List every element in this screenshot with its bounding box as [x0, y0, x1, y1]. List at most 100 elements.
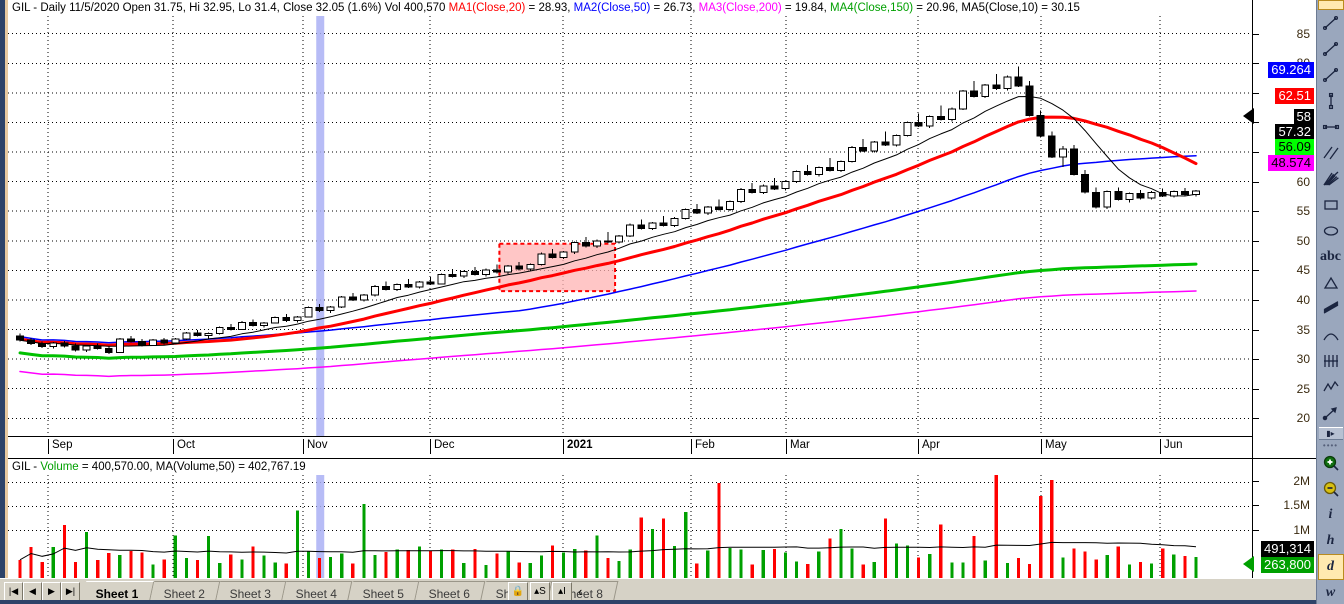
price-axis-tickmark: [1253, 299, 1259, 301]
next-sheet-button-icon: ▶: [48, 586, 55, 596]
parallel-channel-tool[interactable]: [1318, 140, 1344, 166]
ray-tool[interactable]: [1318, 36, 1344, 62]
price-axis-tick-85: 85: [1296, 26, 1310, 41]
price-axis-tick-30: 30: [1296, 352, 1310, 367]
zigzag-tool[interactable]: [1318, 374, 1344, 400]
window-left-border-accent: [5, 0, 8, 578]
sort-interval-button[interactable]: ▴I: [552, 582, 572, 601]
sheet-end-buttons[interactable]: 🔒 ▴S ▴I ‹: [508, 582, 582, 601]
sheet-nav-buttons[interactable]: |◀ ◀ ▶ ▶|: [4, 582, 80, 601]
price-tag-magenta[interactable]: 48.574: [1268, 155, 1314, 171]
ma2-label: MA2(Close,50): [573, 2, 651, 14]
sheet-tab-label: Sheet 6: [428, 586, 471, 601]
price-axis-tickmark: [1253, 329, 1259, 331]
volume-axis-tickmark: [1253, 505, 1259, 507]
toolbar-expand-drawing-group[interactable]: ▮▸: [1318, 427, 1343, 440]
zoom-out-button[interactable]: [1318, 476, 1344, 502]
scale-divider: [1253, 458, 1317, 459]
sheet-tab-label: Sheet 5: [362, 586, 404, 601]
extended-line-tool[interactable]: [1318, 62, 1344, 88]
weekly-interval-button[interactable]: w: [1318, 580, 1344, 604]
price-axis-tickmark: [1253, 418, 1259, 420]
zigzag-tool-glyph: [1322, 380, 1339, 392]
price-tag-blue[interactable]: 69.264: [1268, 62, 1314, 78]
last-volume-pointer-icon: [1243, 556, 1254, 572]
ma3-label: MA3(Close,200): [698, 2, 782, 14]
sheet-overflow-chevron-icon[interactable]: ‹: [578, 584, 583, 599]
toolbar-grip-interval-group[interactable]: ••••: [1322, 440, 1339, 450]
price-axis-tickmark: [1253, 63, 1259, 65]
price-chart-pane[interactable]: GIL - Daily 11/5/2020 Open 31.75, Hi 32.…: [8, 0, 1252, 456]
price-axis-tickmark: [1253, 388, 1259, 390]
price-tag-green[interactable]: 56.09: [1275, 139, 1314, 155]
sort-symbol-button[interactable]: ▴S: [530, 582, 550, 601]
x-axis-label-oct: Oct: [173, 439, 195, 454]
volume-axis-tick-1.5M: 1.5M: [1283, 498, 1310, 513]
pointer-tool[interactable]: [1318, 400, 1344, 426]
ma2-value: = 26.73,: [650, 2, 699, 14]
zoom-in-button[interactable]: [1318, 450, 1344, 476]
intraday-interval-button[interactable]: i: [1318, 502, 1344, 528]
drawing-toolbar[interactable]: abc▮▸••••ihdwm▮▸••••☰: [1316, 0, 1344, 604]
trendline-tool[interactable]: [1318, 10, 1344, 36]
quote-summary-text: GIL - Daily 11/5/2020 Open 31.75, Hi 32.…: [12, 2, 449, 14]
price-axis-tick-50: 50: [1296, 233, 1310, 248]
x-axis: Sep Oct Nov Dec 2021 Feb Mar Apr May Jun: [8, 436, 1252, 456]
ma3-value: = 19.84,: [781, 2, 830, 14]
vertical-line-tool-glyph: [1328, 92, 1333, 110]
triangle-tool[interactable]: [1318, 270, 1344, 296]
text-tool[interactable]: abc: [1318, 244, 1344, 270]
price-tag-black[interactable]: 58: [1293, 109, 1314, 125]
volume-chart-pane[interactable]: GIL - Volume = 400,570.00, MA(Volume,50)…: [8, 458, 1252, 578]
sheet-tab-bar[interactable]: |◀ ◀ ▶ ▶| Sheet 1 Sheet 2 Sheet 3 Sheet 4 Sheet…: [0, 578, 1316, 604]
volume-header-values: = 400,570.00, MA(Volume,50) = 402,767.19: [78, 461, 306, 473]
x-axis-label-dec: Dec: [430, 439, 454, 454]
price-tag-red[interactable]: 62.51: [1275, 88, 1314, 104]
volume-axis-tick-2M: 2M: [1293, 474, 1310, 489]
price-axis-tickmark: [1253, 270, 1259, 272]
volume-pane-header: GIL - Volume = 400,570.00, MA(Volume,50)…: [12, 460, 306, 474]
sheet-tab-label: Sheet 2: [163, 586, 205, 601]
volume-axis-tick-1M: 1M: [1293, 522, 1310, 537]
ellipse-tool-glyph: [1323, 226, 1338, 236]
ellipse-tool[interactable]: [1318, 218, 1344, 244]
weekly-interval-button-glyph: w: [1325, 585, 1336, 600]
volume-plot[interactable]: [8, 475, 1252, 578]
price-plot[interactable]: [8, 16, 1252, 436]
hourly-interval-button[interactable]: h: [1318, 528, 1344, 554]
last-price-pointer-icon: [1243, 108, 1254, 124]
last-sheet-button[interactable]: ▶|: [61, 582, 80, 601]
x-axis-label-2021: 2021: [563, 439, 593, 454]
volume-tag-vblack[interactable]: 491,314: [1261, 541, 1314, 557]
price-axis-tick-20: 20: [1296, 411, 1310, 426]
price-axis-tick-60: 60: [1296, 174, 1310, 189]
price-axis-tickmark: [1253, 122, 1259, 124]
extended-line-tool-glyph: [1322, 67, 1338, 83]
pointer-tool-glyph: [1322, 407, 1337, 421]
price-axis-tickmark: [1253, 181, 1259, 183]
price-tag-black[interactable]: 57.32: [1275, 124, 1314, 140]
x-axis-label-apr: Apr: [918, 439, 940, 454]
fibonacci-fan-tool[interactable]: [1318, 296, 1344, 322]
first-sheet-button[interactable]: |◀: [4, 582, 23, 601]
ray-tool-glyph: [1322, 41, 1338, 57]
ma1-value: = 28.93,: [525, 2, 574, 14]
prev-sheet-button[interactable]: ◀: [23, 582, 42, 601]
arc-tool[interactable]: [1318, 322, 1344, 348]
text-tool-glyph: abc: [1320, 249, 1341, 264]
volume-tag-vgreen[interactable]: 263,800: [1261, 557, 1314, 573]
pitchfork-tool[interactable]: [1318, 166, 1344, 192]
next-sheet-button[interactable]: ▶: [42, 582, 61, 601]
vertical-line-tool[interactable]: [1318, 88, 1344, 114]
horizontal-line-tool-glyph: [1322, 124, 1339, 130]
price-axis-tick-45: 45: [1296, 263, 1310, 278]
horizontal-line-tool[interactable]: [1318, 114, 1344, 140]
price-axis-tickmark: [1253, 152, 1259, 154]
lock-sheet-button[interactable]: 🔒: [508, 582, 528, 601]
rectangle-tool[interactable]: [1318, 192, 1344, 218]
price-axis-tickmark: [1253, 359, 1259, 361]
price-scale-axis[interactable]: 85807570656055504540353025202M1.5M1M69.2…: [1243, 0, 1317, 578]
cycle-lines-tool[interactable]: [1318, 348, 1344, 374]
daily-interval-button[interactable]: d: [1317, 554, 1344, 580]
